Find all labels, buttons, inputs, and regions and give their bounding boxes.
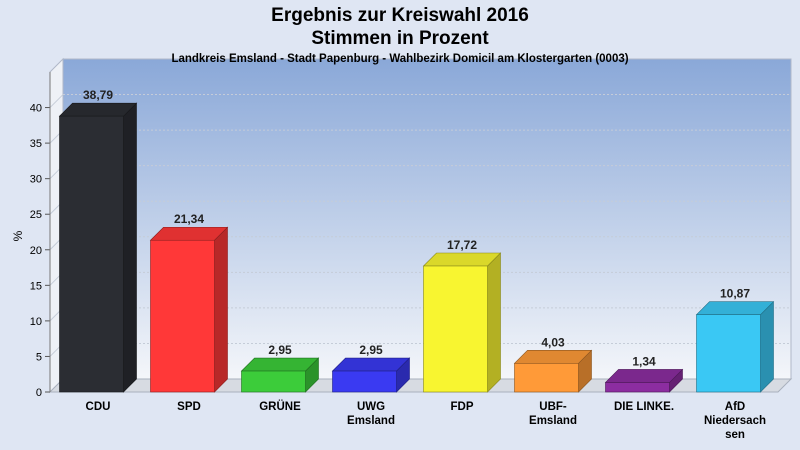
bar	[149, 226, 229, 393]
category-label: UBF-	[539, 401, 567, 413]
bar	[604, 368, 684, 393]
y-tick-label: 40	[30, 103, 42, 115]
category-label: Emsland	[347, 415, 395, 427]
y-tick-label: 0	[36, 387, 42, 399]
bars	[58, 102, 775, 393]
bar-top	[604, 369, 684, 383]
chart-header: Ergebnis zur Kreiswahl 2016 Stimmen in P…	[0, 4, 800, 65]
y-axis-label: %	[11, 230, 25, 241]
value-label: 1,34	[632, 354, 656, 368]
y-tick-label: 35	[30, 138, 42, 150]
value-label: 21,34	[174, 212, 204, 226]
category-label: UWG	[357, 401, 385, 413]
gridline-side	[49, 94, 64, 108]
category-label: GRÜNE	[259, 400, 301, 413]
bar-side	[214, 226, 228, 393]
bar	[422, 252, 502, 393]
chart-title: Ergebnis zur Kreiswahl 2016	[271, 5, 529, 26]
bar-top	[240, 357, 320, 372]
chart-subtitle: Landkreis Emsland - Stadt Papenburg - Wa…	[171, 53, 629, 65]
category-label: Niedersach	[704, 415, 766, 427]
bar-top	[513, 350, 593, 364]
bar	[58, 102, 138, 393]
bar-top	[149, 226, 229, 241]
category-label: sen	[725, 429, 745, 441]
bar-front	[59, 115, 124, 393]
category-labels: CDU SPD GRÜNE UWG Emsland FDP UBF- Emsland DIE L…	[86, 400, 766, 441]
y-tick-label: 20	[30, 245, 42, 257]
value-label: 17,72	[447, 238, 477, 252]
value-label: 2,95	[359, 343, 383, 357]
y-tick-label: 15	[30, 280, 42, 292]
category-label: DIE LINKE.	[614, 401, 674, 413]
y-tick-label: 25	[30, 209, 42, 221]
y-tick-label: 30	[30, 174, 42, 186]
chart-title-line-2: Stimmen in Prozent	[311, 28, 489, 49]
bar-top	[331, 357, 411, 372]
bar-front	[241, 370, 306, 393]
bar-top	[695, 301, 775, 316]
y-tick-label: 10	[30, 316, 42, 328]
bar-side	[487, 252, 501, 393]
value-label: 38,79	[83, 88, 113, 102]
bar	[513, 349, 593, 393]
bar-front	[696, 314, 761, 393]
category-label: CDU	[86, 401, 111, 413]
bar	[331, 357, 411, 393]
bar-front	[605, 382, 670, 393]
bar-front	[423, 265, 488, 393]
bar	[240, 357, 320, 393]
value-labels: 38,79 21,34 2,95 2,95 17,72 4,03 1,34 10,87	[83, 88, 750, 368]
value-label: 2,95	[268, 343, 292, 357]
value-label: 4,03	[541, 335, 565, 349]
y-tick-label: 5	[36, 351, 42, 363]
bar-side	[123, 102, 137, 393]
bar-front	[150, 239, 215, 393]
category-label: Emsland	[529, 415, 577, 427]
bar-side	[760, 300, 774, 393]
category-label: AfD	[725, 401, 745, 413]
y-axis-ticks: 0 5 10 15 20 25 30 35 40	[30, 72, 51, 399]
value-label: 10,87	[720, 287, 750, 301]
bar-top	[58, 102, 138, 117]
category-label: SPD	[177, 401, 201, 413]
bar-front	[332, 370, 397, 393]
bar-top	[422, 252, 502, 267]
bar	[695, 300, 775, 393]
bar-front	[514, 363, 579, 393]
category-label: FDP	[451, 401, 474, 413]
